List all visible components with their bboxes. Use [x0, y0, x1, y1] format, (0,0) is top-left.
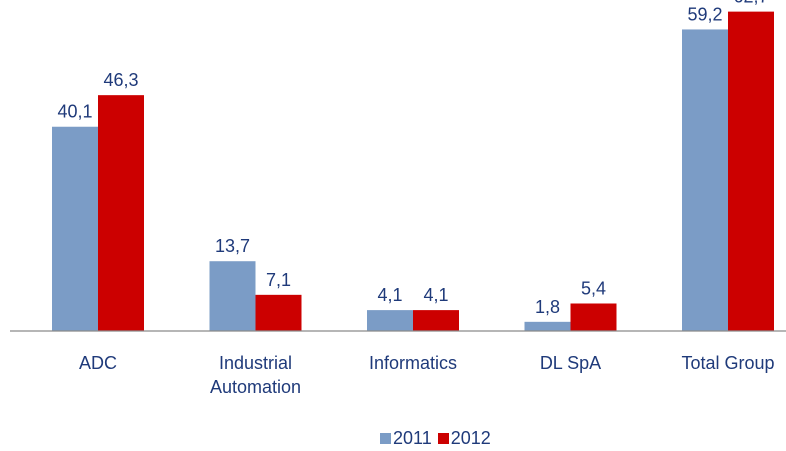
- bar-2011-3: [524, 321, 571, 331]
- legend-swatch-2011: [380, 433, 391, 444]
- value-labels-group: 40,1 46,3 13,7 7,1 4,1 4,1 1,8 5,4 59,2 62,7: [57, 0, 768, 317]
- category-labels-group: ADC Industrial Automation Informatics DL SpA…: [79, 353, 775, 397]
- category-label-1: Industrial Automation: [210, 353, 301, 397]
- value-label-2011-4: 59,2: [687, 4, 722, 24]
- legend-label-2012: 2012: [450, 428, 491, 448]
- bar-2012-3: [570, 303, 617, 331]
- legend-swatch-2012: [437, 433, 449, 444]
- legend-label-2011: 2011: [393, 428, 432, 448]
- bar-2011-2: [367, 310, 413, 331]
- bar-2011-1: [209, 261, 256, 331]
- bar-chart: 40,1 46,3 13,7 7,1 4,1 4,1 1,8 5,4 59,2 62,7 ADC I…: [10, 0, 786, 397]
- value-label-2011-2: 4,1: [377, 285, 402, 305]
- legend: 2011 2012: [380, 428, 497, 449]
- category-label-2: Informatics: [369, 353, 457, 373]
- category-label-4: Total Group: [681, 353, 774, 373]
- value-label-2012-3: 5,4: [581, 278, 606, 298]
- value-label-2011-3: 1,8: [535, 297, 560, 317]
- legend-item-2012: 2012: [437, 428, 491, 449]
- bar-2012-1: [255, 294, 302, 331]
- bar-2011-0: [52, 126, 98, 331]
- bar-2012-0: [98, 95, 144, 331]
- category-label-0: ADC: [79, 353, 117, 373]
- bar-2012-2: [413, 310, 459, 331]
- value-label-2012-0: 46,3: [103, 70, 138, 90]
- legend-item-2011: 2011: [380, 428, 432, 449]
- category-label-3: DL SpA: [540, 353, 601, 373]
- value-label-2011-1: 13,7: [215, 236, 250, 256]
- value-label-2012-1: 7,1: [266, 270, 291, 290]
- value-label-2011-0: 40,1: [57, 102, 92, 122]
- bars-group: [52, 11, 774, 331]
- bar-2011-4: [682, 29, 728, 331]
- value-label-2012-4: 62,7: [733, 0, 768, 7]
- value-label-2012-2: 4,1: [423, 285, 448, 305]
- bar-2012-4: [728, 11, 774, 331]
